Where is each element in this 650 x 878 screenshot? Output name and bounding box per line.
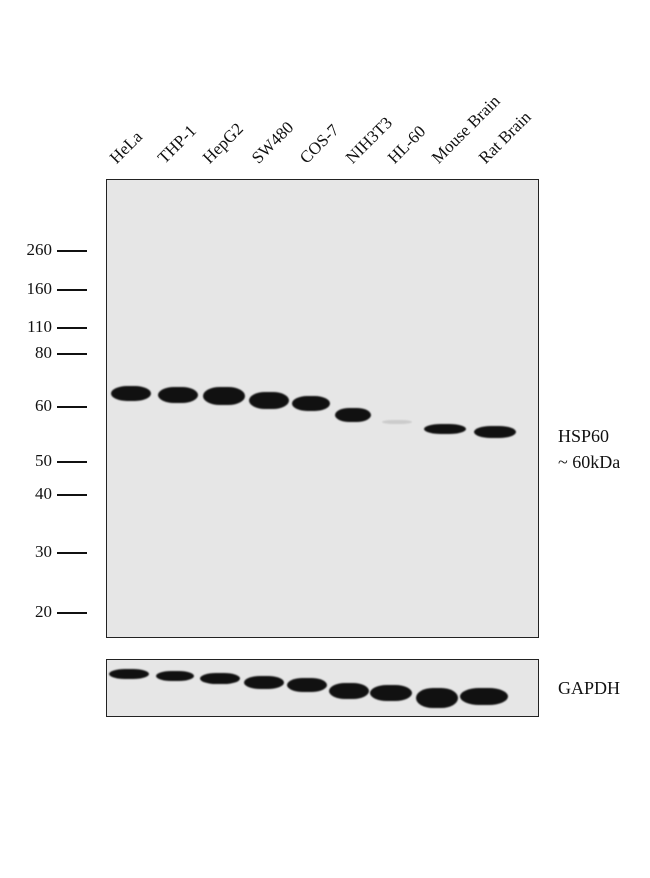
marker-tick-2 — [57, 327, 87, 329]
marker-tick-6 — [57, 494, 87, 496]
lane-label-4: COS-7 — [295, 120, 343, 168]
gapdh-band-3 — [244, 676, 284, 689]
hsp60-band-2 — [203, 387, 245, 405]
hsp60-blot-panel — [106, 179, 539, 638]
hsp60-band-8 — [474, 426, 516, 438]
marker-tick-4 — [57, 406, 87, 408]
hsp60-band-6 — [382, 420, 412, 424]
marker-tick-1 — [57, 289, 87, 291]
marker-label-4: 60 — [35, 396, 52, 415]
marker-tick-8 — [57, 612, 87, 614]
gapdh-band-2 — [200, 673, 240, 684]
hsp60-band-5 — [335, 408, 371, 422]
hsp60-band-4 — [292, 396, 330, 411]
hsp60-band-0 — [111, 386, 151, 401]
hsp60-band-1 — [158, 387, 198, 403]
lane-label-5: NIH3T3 — [341, 113, 397, 168]
target-size-label: ~ 60kDa — [558, 452, 621, 472]
hsp60-band-7 — [424, 424, 466, 434]
gapdh-band-0 — [109, 669, 149, 679]
gapdh-blot-panel — [106, 659, 539, 717]
marker-label-1: 160 — [26, 279, 53, 298]
lane-label-3: SW480 — [247, 117, 298, 168]
hsp60-band-3 — [249, 392, 289, 409]
gapdh-band-4 — [287, 678, 327, 692]
marker-label-6: 40 — [35, 484, 52, 503]
marker-label-2: 110 — [27, 317, 52, 336]
marker-label-8: 20 — [35, 602, 52, 621]
gapdh-band-8 — [460, 688, 508, 705]
marker-label-7: 30 — [35, 542, 52, 561]
marker-tick-0 — [57, 250, 87, 252]
marker-label-5: 50 — [35, 451, 52, 470]
lane-label-1: THP-1 — [153, 121, 201, 168]
loading-control-label: GAPDH — [558, 678, 621, 698]
marker-tick-7 — [57, 552, 87, 554]
marker-tick-5 — [57, 461, 87, 463]
marker-label-0: 260 — [26, 240, 53, 259]
gapdh-band-6 — [370, 685, 412, 701]
gapdh-band-7 — [416, 688, 458, 708]
lane-label-0: HeLa — [105, 127, 146, 168]
gapdh-band-5 — [329, 683, 369, 699]
marker-tick-3 — [57, 353, 87, 355]
lane-label-2: HepG2 — [198, 119, 248, 168]
marker-label-3: 80 — [35, 343, 52, 362]
gapdh-band-1 — [156, 671, 194, 681]
target-name-label: HSP60 — [558, 426, 610, 446]
